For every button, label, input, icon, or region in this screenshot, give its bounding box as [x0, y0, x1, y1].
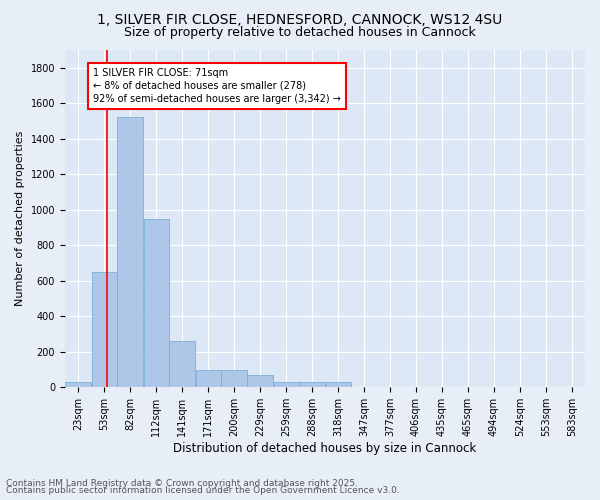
Bar [92, 272, 117, 388]
Bar [169, 341, 196, 388]
Text: Size of property relative to detached houses in Cannock: Size of property relative to detached ho… [124, 26, 476, 39]
Bar [326, 382, 351, 388]
Y-axis label: Number of detached properties: Number of detached properties [15, 131, 25, 306]
Text: Contains HM Land Registry data © Crown copyright and database right 2025.: Contains HM Land Registry data © Crown c… [6, 478, 358, 488]
Bar [221, 370, 247, 388]
Text: 1, SILVER FIR CLOSE, HEDNESFORD, CANNOCK, WS12 4SU: 1, SILVER FIR CLOSE, HEDNESFORD, CANNOCK… [97, 12, 503, 26]
Bar [65, 382, 91, 388]
Bar [196, 370, 221, 388]
Bar [299, 382, 325, 388]
Bar [247, 375, 273, 388]
Bar [144, 218, 169, 388]
X-axis label: Distribution of detached houses by size in Cannock: Distribution of detached houses by size … [173, 442, 476, 455]
Bar [117, 118, 143, 388]
Text: Contains public sector information licensed under the Open Government Licence v3: Contains public sector information licen… [6, 486, 400, 495]
Text: 1 SILVER FIR CLOSE: 71sqm
← 8% of detached houses are smaller (278)
92% of semi-: 1 SILVER FIR CLOSE: 71sqm ← 8% of detach… [93, 68, 341, 104]
Bar [274, 382, 299, 388]
